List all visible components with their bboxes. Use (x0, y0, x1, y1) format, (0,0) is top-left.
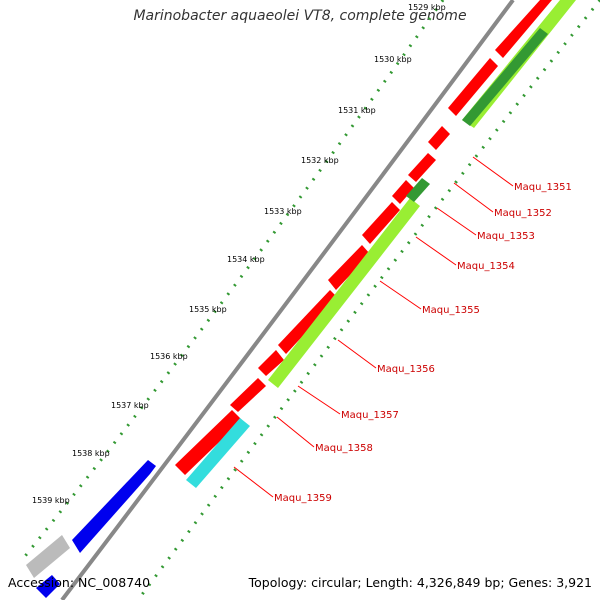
gray-feature (26, 535, 70, 578)
red-gene-5 (328, 245, 370, 290)
map-title: Marinobacter aquaeolei VT8, complete gen… (133, 8, 467, 24)
gene-label-maqu-1354[interactable]: Maqu_1354 (457, 261, 515, 272)
callout-line-1 (472, 156, 514, 187)
tick-label-1532: 1532 kbp (301, 156, 339, 165)
genome-backbone (60, 0, 515, 600)
outer-ruler-dots (20, 0, 445, 561)
gene-label-maqu-1353[interactable]: Maqu_1353 (477, 231, 535, 242)
callout-line-6 (337, 339, 377, 369)
callout-line-5 (379, 280, 422, 310)
red-gene-7 (392, 180, 414, 204)
tick-label-1530: 1530 kbp (374, 55, 412, 64)
blue-gene-forward (72, 460, 156, 553)
green-feature-top (462, 28, 548, 126)
red-gene-9 (428, 126, 450, 150)
gene-label-maqu-1356[interactable]: Maqu_1356 (377, 364, 435, 375)
green-feature-mid (406, 178, 430, 202)
lime-feature-long (268, 198, 420, 388)
callout-line-2 (453, 182, 494, 213)
red-gene-3 (258, 350, 284, 376)
genome-summary-text: Topology: circular; Length: 4,326,849 bp… (248, 575, 592, 590)
callout-line-9 (233, 466, 274, 498)
gene-label-maqu-1357[interactable]: Maqu_1357 (341, 410, 399, 421)
gene-labels[interactable]: Maqu_1351 Maqu_1352 Maqu_1353 Maqu_1354 … (274, 182, 572, 504)
red-gene-8 (408, 153, 436, 182)
tick-label-1537: 1537 kbp (111, 401, 149, 410)
red-gene-6 (362, 202, 400, 244)
callout-line-4 (415, 236, 457, 266)
tick-label-1539: 1539 kbp (32, 496, 70, 505)
callout-line-8 (276, 416, 315, 448)
callout-line-7 (297, 385, 341, 415)
red-gene-4 (278, 290, 338, 354)
gene-label-maqu-1359[interactable]: Maqu_1359 (274, 493, 332, 504)
red-gene-2 (230, 378, 266, 412)
callout-lines (233, 156, 514, 498)
gene-label-maqu-1351[interactable]: Maqu_1351 (514, 182, 572, 193)
cyan-feature (186, 418, 250, 488)
red-gene-11 (495, 0, 552, 58)
accession-text: Accession: NC_008740 (8, 575, 151, 590)
tick-label-1533: 1533 kbp (264, 207, 302, 216)
gene-label-maqu-1358[interactable]: Maqu_1358 (315, 443, 373, 454)
tick-label-1531: 1531 kbp (338, 106, 376, 115)
inner-ruler-dots (136, 0, 600, 600)
red-gene-1 (175, 410, 242, 475)
gene-label-maqu-1355[interactable]: Maqu_1355 (422, 305, 480, 316)
tick-label-1534: 1534 kbp (227, 255, 265, 264)
tick-label-1536: 1536 kbp (150, 352, 188, 361)
tick-label-1535: 1535 kbp (189, 305, 227, 314)
blue-gene-lower (36, 575, 60, 598)
tick-label-1529: 1529 kbp (408, 3, 446, 12)
ruler-tick-labels: 1529 kbp 1530 kbp 1531 kbp 1532 kbp 1533… (32, 3, 446, 505)
gene-label-maqu-1352[interactable]: Maqu_1352 (494, 208, 552, 219)
red-gene-10 (448, 58, 498, 116)
tick-label-1538: 1538 kbp (72, 449, 110, 458)
red-gene-track (175, 0, 552, 475)
callout-line-3 (436, 207, 477, 236)
